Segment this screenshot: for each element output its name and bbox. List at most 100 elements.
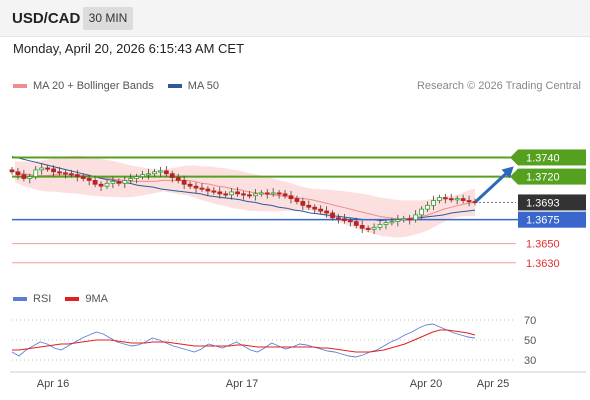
- price-level-label: 1.3630: [526, 258, 560, 270]
- candle-body: [252, 193, 258, 197]
- ma50-swatch-icon: [167, 84, 182, 88]
- indicator-legend: MA 20 + Bollinger Bands MA 50: [13, 80, 233, 92]
- candle-body: [330, 212, 335, 219]
- legend-item-ma20: MA 20 + Bollinger Bands: [13, 80, 154, 92]
- copyright-text: Research © 2026 Trading Central: [416, 80, 581, 92]
- candle-body: [436, 197, 442, 201]
- candle-body: [276, 192, 282, 195]
- 9ma-swatch-icon: [65, 297, 80, 301]
- x-axis-label: Apr 25: [477, 378, 509, 390]
- candle-body: [336, 217, 341, 220]
- bollinger-bands: [15, 155, 475, 238]
- candle-body: [45, 167, 51, 170]
- candle-body: [312, 206, 318, 210]
- candle-body: [122, 180, 128, 184]
- price-level-label: 1.3720: [526, 172, 560, 184]
- candle-body: [466, 200, 472, 203]
- candle-body: [57, 171, 62, 174]
- x-axis-label: Apr 16: [37, 378, 69, 390]
- candle-body: [442, 197, 448, 200]
- candle-body: [472, 201, 478, 204]
- candle-body: [33, 169, 39, 177]
- candle-body: [383, 222, 389, 225]
- rsi-ma-line: [12, 329, 476, 353]
- forecast-arrow-head: [501, 166, 514, 179]
- price-level-label: 1.3675: [526, 215, 560, 227]
- candle-body: [80, 176, 86, 179]
- candle-body: [74, 174, 80, 177]
- rsi-line: [11, 323, 476, 358]
- forecast-arrow-shaft: [475, 168, 512, 203]
- rsi-panel: 70 50 30: [11, 315, 536, 367]
- legend-label: MA 20 + Bollinger Bands: [33, 80, 154, 92]
- candle-body: [98, 183, 104, 187]
- candle-body: [229, 191, 235, 196]
- candle-body: [68, 173, 74, 176]
- symbol-title: USD/CAD: [12, 10, 81, 27]
- candle-body: [318, 208, 324, 212]
- candle-body: [205, 188, 211, 192]
- legend-label: RSI: [33, 293, 52, 305]
- legend-item-rsi: RSI: [13, 293, 51, 305]
- candle-body: [460, 198, 466, 201]
- candle-body: [128, 178, 134, 181]
- candle-body: [258, 192, 264, 195]
- candle-body: [389, 221, 395, 224]
- candle-body: [377, 224, 383, 228]
- legend-label: MA 50: [187, 80, 219, 92]
- rsi-axis-label: 30: [524, 355, 536, 367]
- candle-body: [51, 168, 56, 173]
- candle-body: [146, 173, 151, 176]
- candle-body: [39, 167, 45, 171]
- candle-body: [300, 201, 306, 206]
- candle-body: [401, 218, 407, 221]
- price-level-label: 1.3740: [526, 152, 560, 164]
- candle-body: [347, 220, 353, 223]
- price-label-pointer: [510, 168, 518, 185]
- price-label-box: [518, 194, 586, 211]
- candle-body: [140, 174, 145, 177]
- legend-label: 9MA: [85, 293, 108, 305]
- candle-body: [110, 180, 116, 184]
- candle-body: [306, 204, 312, 208]
- candle-body: [181, 180, 187, 185]
- rsi-axis-label: 50: [524, 335, 536, 347]
- candle-body: [152, 171, 157, 175]
- price-levels: [12, 156, 586, 264]
- forecast-arrow-icon: [475, 166, 514, 203]
- candle-body: [448, 198, 454, 201]
- candle-body: [15, 171, 21, 176]
- candle-body: [223, 193, 229, 196]
- candle-body: [419, 208, 424, 216]
- candle-body: [21, 174, 27, 179]
- candlesticks: [9, 163, 478, 235]
- candle-body: [294, 198, 300, 202]
- candle-body: [92, 180, 98, 185]
- rsi-legend: RSI 9MA: [13, 293, 122, 305]
- chart-header: USD/CAD 30 MIN: [0, 0, 590, 37]
- candle-body: [175, 177, 181, 181]
- price-level-label: 1.3693: [526, 197, 560, 209]
- price-level-labels: 1.3740 1.3720 1.3693 1.3675 1.3650 1.3630: [510, 149, 586, 270]
- x-axis: Apr 16 Apr 17 Apr 20 Apr 25: [10, 371, 586, 390]
- candle-body: [116, 180, 122, 184]
- price-label-box: [518, 168, 586, 185]
- candle-body: [27, 176, 33, 179]
- timestamp: Monday, April 20, 2026 6:15:43 AM CET: [13, 41, 245, 56]
- candle-body: [282, 193, 288, 197]
- timeframe-button[interactable]: 30 MIN: [83, 7, 133, 30]
- price-level-label: 1.3650: [526, 239, 560, 251]
- candle-body: [199, 187, 205, 190]
- candle-body: [193, 185, 199, 189]
- candle-body: [288, 195, 294, 200]
- candle-body: [86, 178, 92, 181]
- legend-item-9ma: 9MA: [65, 293, 108, 305]
- candle-body: [211, 190, 217, 193]
- candle-body: [359, 225, 365, 229]
- candle-body: [104, 182, 110, 187]
- candle-body: [264, 192, 270, 195]
- candle-body: [270, 192, 276, 195]
- candle-body: [371, 226, 377, 230]
- candle-body: [157, 170, 163, 173]
